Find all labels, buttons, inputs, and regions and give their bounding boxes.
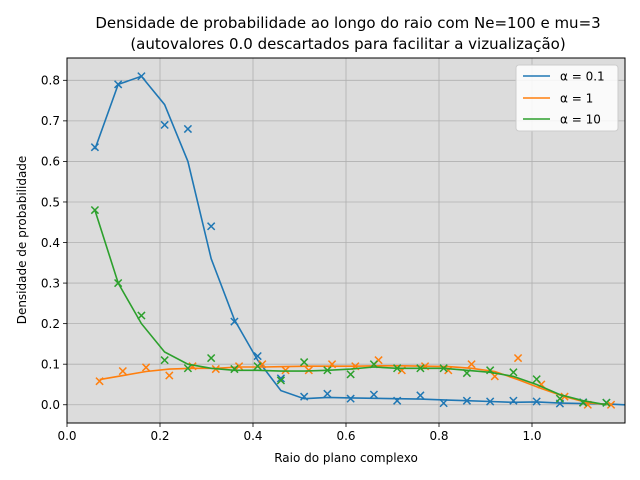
series-1-point bbox=[281, 366, 290, 375]
series-0-point bbox=[439, 398, 448, 408]
series-2-point bbox=[579, 398, 588, 407]
series-1-point bbox=[234, 362, 244, 371]
series-0-point bbox=[300, 392, 309, 401]
series-2-point bbox=[160, 356, 169, 365]
series-1-point bbox=[606, 400, 616, 409]
x-tick-label: 0.2 bbox=[150, 429, 169, 443]
series-2-point bbox=[486, 366, 495, 375]
y-tick-label: 0.0 bbox=[41, 398, 60, 412]
series-0-point bbox=[323, 389, 332, 398]
series-0-point bbox=[276, 374, 286, 383]
x-axis-label: Raio do plano complexo bbox=[274, 451, 418, 465]
series-0-point bbox=[346, 394, 355, 403]
series-2-point bbox=[369, 360, 379, 369]
series-0-point bbox=[114, 80, 123, 89]
chart-title: Densidade de probabilidade ao longo do r… bbox=[95, 14, 600, 32]
series-0-point bbox=[137, 72, 146, 81]
series-1-point bbox=[165, 371, 174, 380]
series-2-point bbox=[555, 394, 565, 403]
series-2-point bbox=[509, 368, 518, 377]
series-2-point bbox=[183, 364, 193, 373]
series-0-point bbox=[416, 391, 425, 400]
series-0-point bbox=[393, 396, 402, 405]
series-0-point bbox=[509, 396, 518, 405]
series-2-point bbox=[207, 353, 216, 363]
series-1-point bbox=[118, 366, 127, 376]
series-2-point bbox=[393, 364, 402, 373]
legend: α = 0.1 α = 1 α = 10 bbox=[515, 64, 619, 132]
y-tick-label: 0.4 bbox=[41, 236, 60, 250]
series-0-point bbox=[207, 222, 216, 231]
series-2-point bbox=[532, 375, 541, 384]
series-0-point bbox=[369, 390, 379, 399]
series-2-point bbox=[416, 364, 425, 373]
series-2-point bbox=[439, 364, 448, 373]
axis-ticks: 0.0 0.2 0.4 0.6 0.8 1.0 0.0 0.1 0.2 0.3 0.4 0.5 0.6 0… bbox=[41, 74, 542, 443]
legend-box bbox=[515, 64, 619, 132]
x-tick-label: 0.8 bbox=[429, 429, 448, 443]
x-tick-label: 1.0 bbox=[522, 429, 541, 443]
y-tick-label: 0.3 bbox=[41, 276, 60, 290]
series-0-point bbox=[532, 397, 541, 406]
series-1-point bbox=[513, 353, 523, 363]
series-0-point bbox=[486, 397, 495, 406]
series-2-point bbox=[462, 368, 472, 378]
series-0-point bbox=[230, 317, 239, 326]
y-axis-label: Densidade de probabilidade bbox=[15, 156, 29, 325]
y-tick-label: 0.6 bbox=[41, 155, 60, 169]
series-2-point bbox=[323, 366, 332, 375]
x-tick-label: 0.4 bbox=[243, 429, 262, 443]
series-0-point bbox=[183, 124, 193, 134]
series-0-point bbox=[160, 120, 169, 130]
x-tick-label: 0.0 bbox=[57, 429, 76, 443]
y-tick-label: 0.1 bbox=[41, 357, 60, 371]
data-layer bbox=[90, 72, 626, 409]
series-2-point bbox=[90, 205, 100, 215]
y-tick-label: 0.2 bbox=[41, 317, 60, 331]
series-2-point bbox=[137, 311, 146, 320]
series-2-point bbox=[346, 370, 355, 379]
series-2-point bbox=[300, 358, 309, 367]
legend-label-alpha-10: α = 10 bbox=[560, 113, 601, 127]
series-2-point bbox=[253, 362, 262, 371]
y-tick-label: 0.8 bbox=[41, 74, 60, 88]
series-2-point bbox=[230, 364, 239, 374]
series-1-point bbox=[258, 360, 267, 369]
legend-label-alpha-1: α = 1 bbox=[560, 92, 593, 106]
series-1-point bbox=[141, 363, 151, 372]
series-2-point bbox=[602, 398, 611, 407]
series-line-0 bbox=[94, 75, 626, 406]
legend-label-alpha-0.1: α = 0.1 bbox=[560, 70, 605, 84]
series-0-point bbox=[253, 351, 262, 361]
chart-subtitle: (autovalores 0.0 descartados para facili… bbox=[130, 35, 565, 53]
x-tick-label: 0.6 bbox=[336, 429, 355, 443]
series-2-point bbox=[114, 278, 123, 288]
series-1-point bbox=[467, 360, 476, 369]
series-line-2 bbox=[94, 209, 607, 406]
series-1-point bbox=[95, 377, 104, 386]
y-tick-label: 0.5 bbox=[41, 195, 60, 209]
series-0-point bbox=[90, 143, 100, 152]
grid bbox=[66, 58, 625, 423]
y-tick-label: 0.7 bbox=[41, 114, 60, 128]
series-2-point bbox=[276, 376, 286, 385]
series-1-point bbox=[327, 360, 337, 369]
series-0-point bbox=[462, 396, 472, 405]
